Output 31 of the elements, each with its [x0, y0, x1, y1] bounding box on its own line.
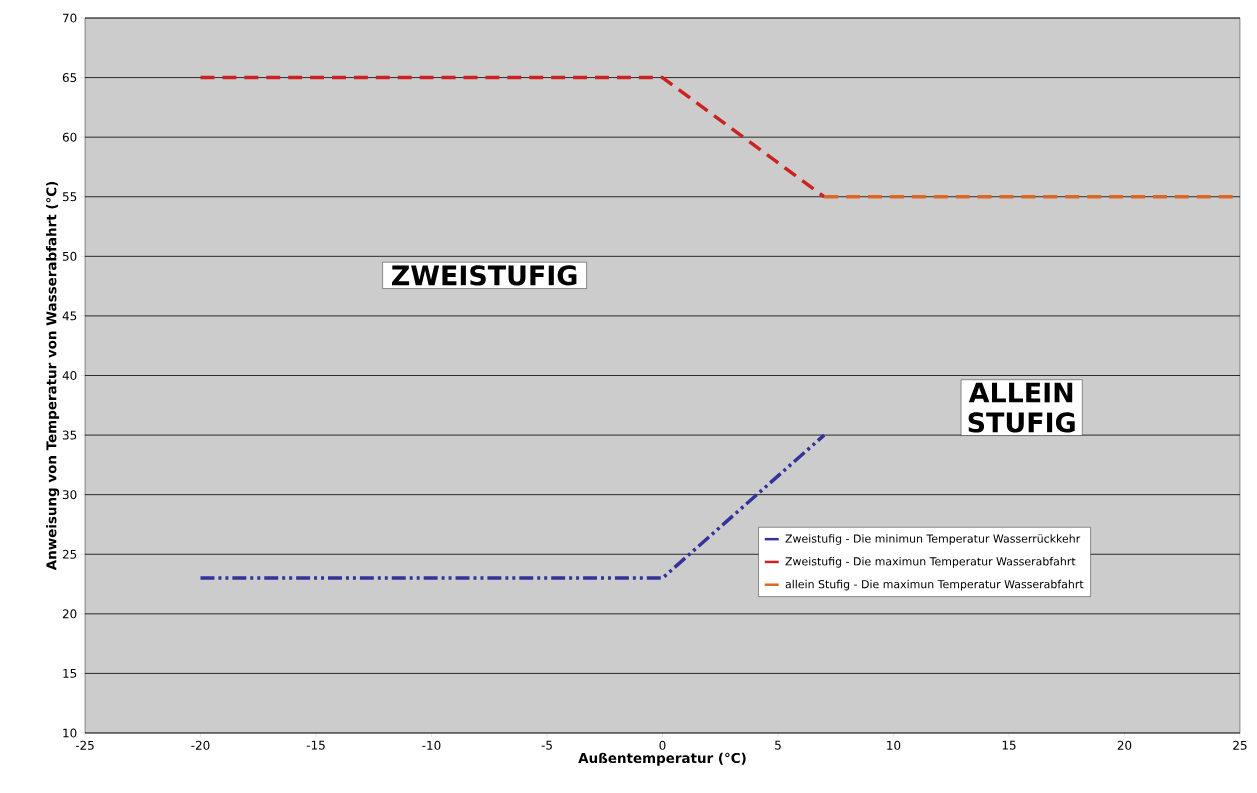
y-tick-label: 35	[62, 430, 77, 440]
x-tick-label: 5	[775, 740, 781, 750]
x-tick-label: 25	[1233, 740, 1247, 750]
x-axis-title: Außentemperatur (°C)	[578, 752, 746, 766]
y-tick-label: 25	[62, 549, 77, 559]
y-tick-label: 55	[62, 192, 77, 202]
y-tick-label: 20	[62, 609, 77, 619]
x-tick-label: -15	[306, 740, 325, 750]
y-tick-label: 15	[63, 668, 77, 678]
annotation: ZWEISTUFIG	[392, 265, 577, 286]
x-tick-label: -20	[191, 740, 210, 750]
x-tick-label: -5	[541, 740, 552, 750]
y-tick-label: 30	[62, 490, 77, 500]
x-tick-label: 10	[887, 740, 901, 750]
legend-label: Zweistufig - Die maximun Temperatur Wasserabfahrt	[785, 557, 1076, 568]
y-tick-label: 40	[62, 370, 77, 381]
x-tick-label: 20	[1117, 740, 1132, 750]
x-tick-label: -25	[75, 740, 94, 750]
y-tick-label: 60	[62, 132, 77, 142]
legend-label: allein Stufig - Die maximun Temperatur Wasserabfahrt	[785, 579, 1084, 591]
y-tick-label: 50	[62, 251, 77, 261]
x-tick-label: -10	[422, 740, 441, 750]
legend-label: Zweistufig - Die minimun Temperatur Wasserrückkehr	[785, 534, 1081, 545]
y-axis-title: Anweisung von Temperatur von Wasserabfahrt (°C)	[46, 181, 60, 571]
y-tick-label: 10	[63, 728, 77, 738]
x-tick-label: 0	[659, 740, 666, 750]
x-tick-label: 15	[1002, 740, 1016, 750]
y-tick-label: 45	[62, 311, 77, 321]
y-tick-label: 70	[63, 13, 77, 23]
annotation: ALLEIN STUFIG	[968, 382, 1075, 433]
y-tick-label: 65	[62, 73, 77, 83]
